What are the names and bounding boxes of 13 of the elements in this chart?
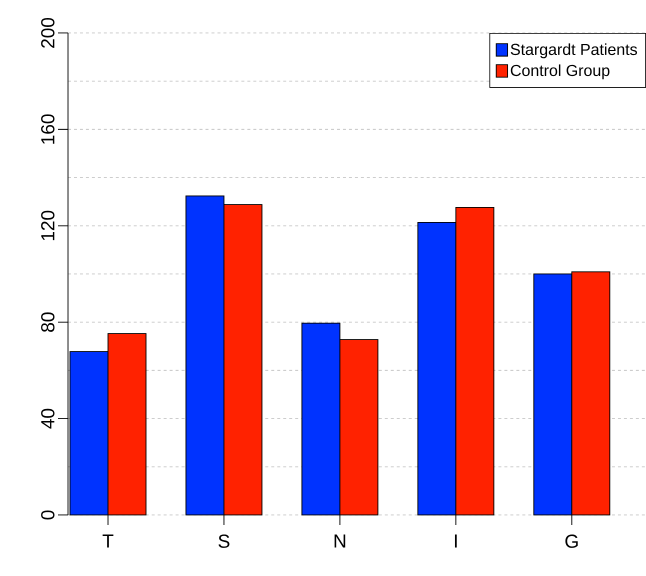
y-tick-label: 120 bbox=[41, 210, 54, 240]
legend-label: Stargardt Patients bbox=[510, 43, 638, 58]
y-tick-label: 0 bbox=[41, 510, 54, 520]
x-tick-label: I bbox=[454, 534, 457, 548]
x-tick-label: S bbox=[218, 534, 230, 548]
y-tick-label: 160 bbox=[41, 114, 54, 144]
y-tick-label: 200 bbox=[41, 18, 54, 48]
y-tick-label: 40 bbox=[41, 408, 54, 429]
x-tick-label: G bbox=[565, 534, 578, 548]
x-tick-label: N bbox=[334, 534, 346, 548]
legend-label: Control Group bbox=[510, 64, 610, 80]
x-tick-label: T bbox=[102, 534, 114, 548]
y-tick-label: 80 bbox=[41, 312, 54, 332]
